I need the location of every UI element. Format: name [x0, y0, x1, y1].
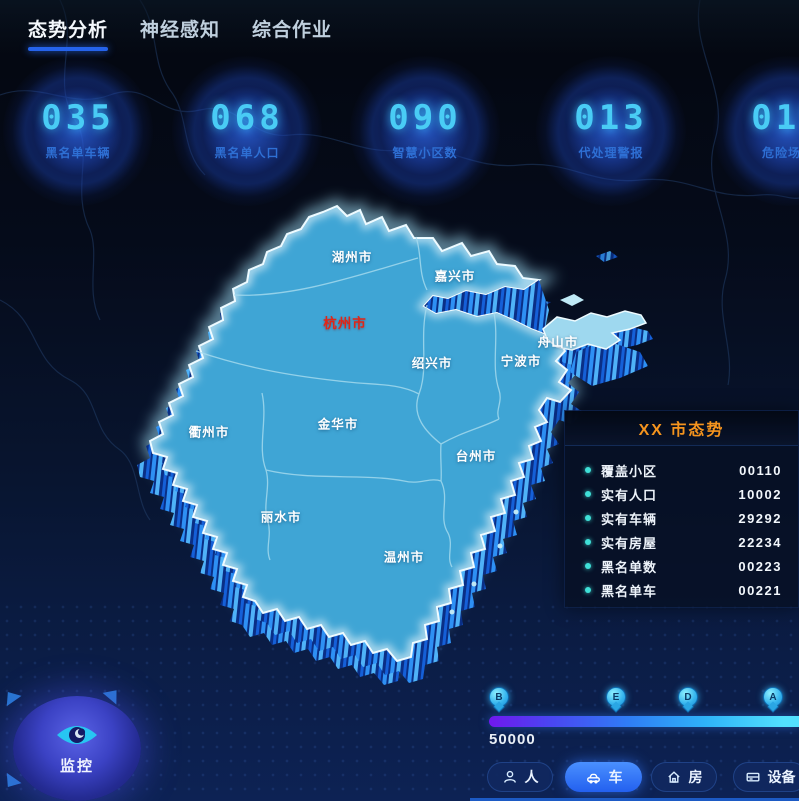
- hangzhou-bay-cliff: [424, 280, 549, 333]
- row-value: 29292: [738, 510, 782, 526]
- city-label-wenzhou: 温州市: [383, 550, 425, 565]
- bottom-edge-line: [470, 798, 799, 801]
- panel-row-actual-vehicles: 实有车辆 29292: [585, 506, 782, 530]
- stat-label: 黑名单人口: [214, 146, 280, 160]
- filter-tab-label: 房: [688, 769, 703, 785]
- tab-situation-analysis[interactable]: 态势分析: [28, 15, 109, 51]
- row-label: 黑名单数: [601, 559, 658, 575]
- filter-tab-label: 车: [608, 769, 623, 785]
- filter-tab-devices[interactable]: 设备: [733, 762, 799, 792]
- city-label-jinhua: 金华市: [317, 417, 359, 432]
- monitor-label: 监控: [59, 758, 94, 775]
- timeline-pin-a[interactable]: A: [763, 687, 783, 707]
- filter-tab-label: 人: [524, 769, 539, 785]
- stat-blacklist-vehicles: 035 黑名单车辆: [3, 56, 153, 206]
- filter-tab-people[interactable]: 人: [487, 762, 553, 792]
- stat-label: 危险场所: [761, 146, 799, 160]
- row-label: 实有人口: [601, 487, 658, 503]
- city-label-lishui: 丽水市: [260, 510, 302, 525]
- monitor-button[interactable]: 监控: [13, 696, 141, 801]
- bullet-icon: [585, 467, 591, 473]
- panel-row-actual-population: 实有人口 10002: [585, 482, 782, 506]
- panel-title: XX 市态势: [638, 422, 725, 439]
- timeline-pin-e[interactable]: E: [606, 687, 626, 707]
- row-value: 00221: [738, 582, 782, 598]
- city-label-huzhou: 湖州市: [331, 250, 373, 265]
- house-icon: [667, 771, 680, 783]
- bullet-icon: [585, 491, 591, 497]
- panel-row-blacklist-count: 黑名单数 00223: [585, 554, 782, 578]
- stat-value: 013: [574, 98, 648, 138]
- panel-row-covered-communities: 覆盖小区 00110: [585, 458, 782, 482]
- row-label: 覆盖小区: [601, 463, 658, 479]
- stat-value: 090: [388, 98, 462, 138]
- row-label: 实有房屋: [601, 535, 658, 551]
- stat-value: 019: [751, 98, 799, 138]
- stat-value: 068: [210, 98, 284, 138]
- timeline-slider[interactable]: [489, 716, 799, 727]
- bullet-icon: [585, 539, 591, 545]
- person-icon: [503, 770, 516, 783]
- city-label-zhoushan: 舟山市: [537, 335, 579, 350]
- timeline-pin-b[interactable]: B: [489, 687, 509, 707]
- row-value: 22234: [738, 534, 782, 550]
- row-value: 00110: [739, 462, 782, 478]
- city-label-ningbo: 宁波市: [500, 354, 542, 369]
- tab-neural-perception[interactable]: 神经感知: [140, 19, 221, 41]
- city-situation-panel: XX 市态势 覆盖小区 00110 实有人口 10002 实有车辆 29292 …: [564, 410, 799, 608]
- city-label-shaoxing: 绍兴市: [411, 356, 453, 371]
- stat-label: 黑名单车辆: [45, 146, 111, 160]
- stat-value: 035: [41, 98, 115, 138]
- row-label: 实有车辆: [601, 511, 658, 527]
- panel-header: XX 市态势: [565, 411, 798, 446]
- city-label-jiaxing: 嘉兴市: [434, 269, 476, 284]
- filter-tab-label: 设备: [767, 769, 796, 785]
- city-label-taizhou: 台州市: [455, 449, 497, 464]
- stat-blacklist-population: 068 黑名单人口: [172, 56, 322, 206]
- city-label-hangzhou-highlight: 杭州市: [323, 316, 367, 331]
- stat-pending-alerts: 013 代处理警报: [536, 56, 686, 206]
- timeline-pin-d[interactable]: D: [678, 687, 698, 707]
- coast-islets: [449, 509, 519, 615]
- row-label: 黑名单车: [601, 583, 658, 599]
- filter-tab-houses[interactable]: 房: [651, 762, 717, 792]
- filter-tab-vehicles[interactable]: 车: [565, 762, 642, 792]
- row-value: 00223: [738, 558, 782, 574]
- stat-label: 代处理警报: [578, 146, 644, 160]
- timeline-value: 50000: [489, 731, 536, 748]
- stat-smart-communities: 090 智慧小区数: [350, 56, 500, 206]
- city-label-quzhou: 衢州市: [188, 425, 230, 440]
- panel-row-actual-houses: 实有房屋 22234: [585, 530, 782, 554]
- tab-comprehensive-operations[interactable]: 综合作业: [252, 19, 333, 41]
- row-value: 10002: [738, 486, 782, 502]
- bullet-icon: [585, 515, 591, 521]
- car-icon: [586, 773, 600, 784]
- bullet-icon: [585, 587, 591, 593]
- panel-row-blacklist-vehicles: 黑名单车 00221: [585, 578, 782, 602]
- device-icon: [746, 772, 760, 782]
- bullet-icon: [585, 563, 591, 569]
- stat-label: 智慧小区数: [392, 146, 458, 160]
- top-nav: 态势分析 神经感知 综合作业: [0, 0, 799, 56]
- eye-icon: [57, 726, 97, 744]
- city-borders: [195, 236, 501, 568]
